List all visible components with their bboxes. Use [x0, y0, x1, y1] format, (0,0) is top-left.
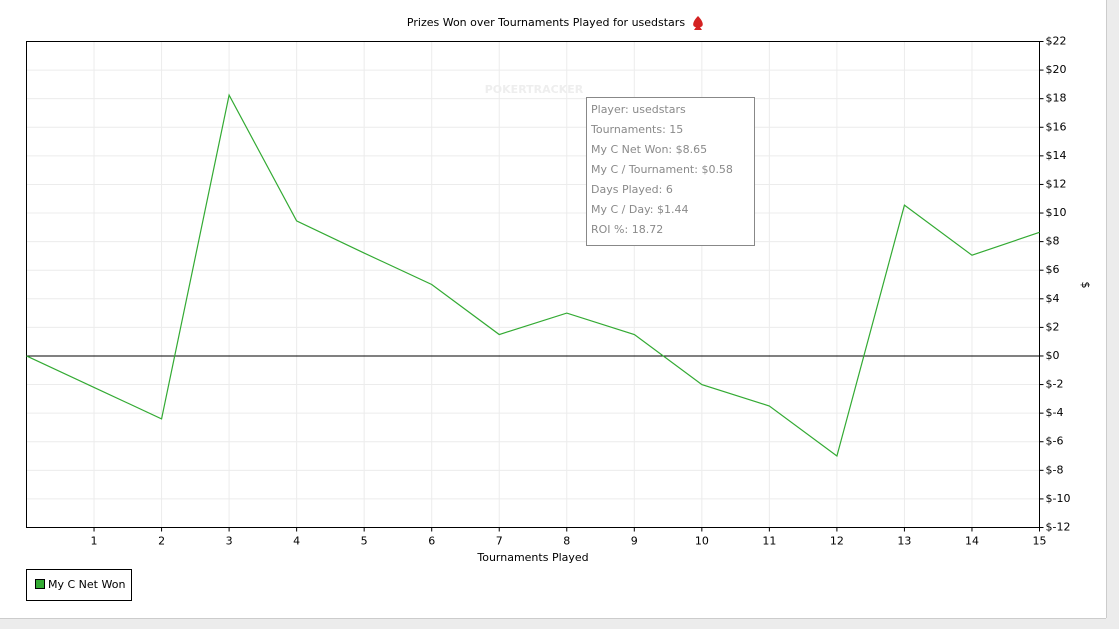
- tooltip-line: Tournaments: 15: [590, 123, 683, 136]
- y-tick-label: $6: [1046, 263, 1060, 276]
- spade-icon: [693, 16, 703, 30]
- legend-label: My C Net Won: [48, 578, 125, 591]
- y-tick-label: $12: [1046, 177, 1067, 190]
- tooltip-line: Player: usedstars: [591, 103, 686, 116]
- x-tick-label: 14: [965, 535, 979, 548]
- y-tick-label: $8: [1046, 235, 1060, 248]
- tooltip-line: Days Played: 6: [591, 183, 673, 196]
- x-tick-label: 6: [428, 535, 435, 548]
- y-tick-label: $-10: [1046, 492, 1071, 505]
- x-tick-label: 1: [91, 535, 98, 548]
- watermark: POKERTRACKER: [485, 83, 584, 96]
- tooltip-box: [586, 97, 755, 246]
- x-tick-label: 4: [293, 535, 300, 548]
- chart-title: Prizes Won over Tournaments Played for u…: [407, 16, 685, 29]
- x-tick-label: 13: [897, 535, 911, 548]
- x-tick-label: 11: [762, 535, 776, 548]
- tooltip-line: My C / Day: $1.44: [591, 203, 689, 216]
- tooltip-line: My C / Tournament: $0.58: [591, 163, 733, 176]
- x-tick-label: 7: [496, 535, 503, 548]
- plot-frame: [26, 41, 1040, 528]
- y-tick-label: $18: [1046, 92, 1067, 105]
- y-tick-label: $22: [1046, 35, 1067, 48]
- x-tick-label: 10: [695, 535, 709, 548]
- tooltip-line: ROI %: 18.72: [591, 223, 663, 236]
- y-tick-label: $10: [1046, 206, 1067, 219]
- y-axis-label: $: [1079, 282, 1092, 289]
- y-tick-label: $-2: [1046, 378, 1064, 391]
- y-tick-label: $14: [1046, 149, 1067, 162]
- y-tick-label: $-12: [1046, 521, 1071, 534]
- x-tick-label: 5: [361, 535, 368, 548]
- y-tick-label: $-4: [1046, 406, 1064, 419]
- tooltip-line: My C Net Won: $8.65: [591, 143, 707, 156]
- y-tick-label: $0: [1046, 349, 1060, 362]
- x-tick-label: 2: [158, 535, 165, 548]
- x-axis-label: Tournaments Played: [476, 551, 588, 564]
- legend-swatch: [35, 579, 45, 589]
- y-tick-label: $2: [1046, 320, 1060, 333]
- x-tick-label: 9: [631, 535, 638, 548]
- y-tick-label: $16: [1046, 120, 1067, 133]
- x-tick-label: 8: [563, 535, 570, 548]
- series-line: [26, 93, 1040, 458]
- y-tick-label: $-6: [1046, 435, 1064, 448]
- y-tick-label: $-8: [1046, 463, 1064, 476]
- x-tick-label: 12: [830, 535, 844, 548]
- x-tick-label: 15: [1033, 535, 1047, 548]
- x-tick-label: 3: [226, 535, 233, 548]
- y-tick-label: $4: [1046, 292, 1060, 305]
- y-tick-label: $20: [1046, 63, 1067, 76]
